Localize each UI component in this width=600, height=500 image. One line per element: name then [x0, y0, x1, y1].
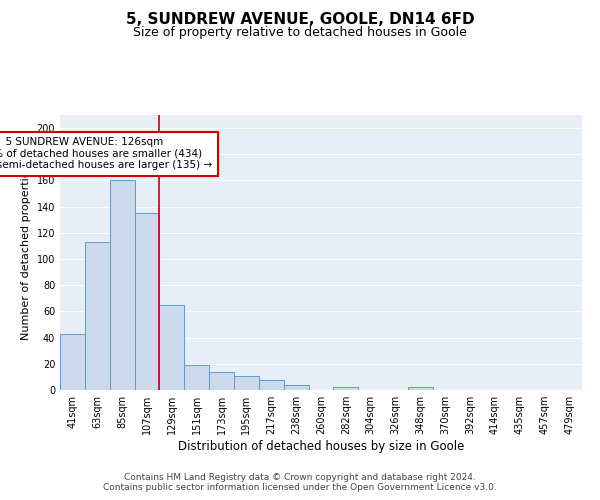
Text: Contains HM Land Registry data © Crown copyright and database right 2024.
Contai: Contains HM Land Registry data © Crown c…: [103, 473, 497, 492]
Bar: [408, 388, 433, 390]
Y-axis label: Number of detached properties: Number of detached properties: [21, 165, 31, 340]
Bar: [85, 242, 110, 390]
Bar: [284, 385, 308, 390]
Text: 5, SUNDREW AVENUE, GOOLE, DN14 6FD: 5, SUNDREW AVENUE, GOOLE, DN14 6FD: [125, 12, 475, 28]
Bar: [110, 180, 134, 390]
Bar: [234, 376, 259, 390]
Bar: [134, 213, 160, 390]
Bar: [259, 380, 284, 390]
Bar: [60, 334, 85, 390]
Text: 5 SUNDREW AVENUE: 126sqm  
← 76% of detached houses are smaller (434)
24% of sem: 5 SUNDREW AVENUE: 126sqm ← 76% of detach…: [0, 138, 212, 170]
Bar: [160, 305, 184, 390]
Bar: [209, 372, 234, 390]
X-axis label: Distribution of detached houses by size in Goole: Distribution of detached houses by size …: [178, 440, 464, 453]
Bar: [334, 388, 358, 390]
Bar: [184, 365, 209, 390]
Text: Size of property relative to detached houses in Goole: Size of property relative to detached ho…: [133, 26, 467, 39]
